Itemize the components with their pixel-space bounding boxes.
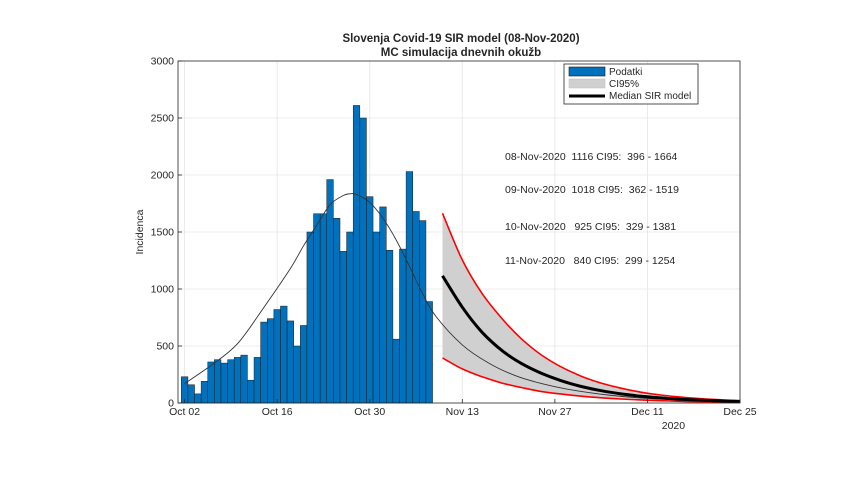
y-tick-label: 1000 — [151, 284, 175, 296]
forecast-annotation: 11-Nov-2020 840 CI95: 299 - 1254 — [505, 255, 675, 267]
y-tick-label: 1500 — [151, 227, 175, 239]
x-year-label: 2020 — [662, 420, 686, 432]
data-bar — [412, 211, 420, 404]
data-bar — [286, 320, 294, 404]
data-bar — [267, 318, 275, 404]
data-bar — [346, 231, 354, 404]
data-bar — [194, 393, 202, 404]
forecast-annotation: 10-Nov-2020 925 CI95: 329 - 1381 — [505, 221, 676, 233]
data-bar — [405, 171, 413, 404]
data-bar — [207, 361, 215, 404]
legend-label-median: Median SIR model — [609, 91, 691, 102]
model-lines — [184, 193, 741, 404]
x-tick-label: Oct 30 — [354, 406, 385, 418]
legend-ci-swatch — [568, 78, 606, 89]
forecast-annotation: 08-Nov-2020 1116 CI95: 396 - 1664 — [505, 151, 678, 163]
data-bar — [280, 305, 288, 404]
data-bar — [319, 213, 328, 404]
x-tick-label: Oct 02 — [169, 406, 200, 418]
legend-label-ci: CI95% — [609, 79, 639, 90]
data-bar — [392, 338, 400, 404]
data-bar — [233, 357, 242, 404]
chart-subtitle: MC simulacija dnevnih okužb — [381, 47, 541, 59]
data-bar — [372, 231, 380, 404]
data-bar — [253, 357, 261, 404]
data-bar — [386, 249, 394, 404]
data-bar — [359, 117, 367, 404]
forecast-annotation: 09-Nov-2020 1018 CI95: 362 - 1519 — [505, 184, 679, 196]
y-tick-label: 500 — [156, 341, 174, 353]
x-tick-label: Dec 25 — [723, 406, 756, 418]
y-axis-label: Incidenca — [134, 209, 146, 254]
x-tick-label: Nov 13 — [446, 406, 479, 418]
y-tick-label: 3000 — [151, 56, 175, 68]
data-bar — [399, 248, 407, 404]
data-bar — [300, 325, 308, 404]
data-bar — [227, 359, 235, 404]
x-tick-label: Dec 11 — [631, 406, 664, 418]
data-bar — [220, 362, 228, 404]
data-bar — [260, 321, 268, 404]
data-bar — [379, 206, 387, 404]
y-tick-label: 0 — [168, 398, 174, 410]
sir-fit-line — [184, 193, 727, 402]
data-bar — [419, 220, 427, 404]
data-bar — [187, 384, 195, 404]
y-tick-label: 2000 — [151, 170, 175, 182]
data-bar — [333, 218, 341, 404]
data-bar — [247, 379, 255, 404]
data-bar — [293, 345, 301, 404]
data-bar — [273, 309, 281, 404]
legend-label-data: Podatki — [609, 67, 642, 78]
data-bar — [352, 105, 361, 404]
chart-title: Slovenja Covid-19 SIR model (08-Nov-2020… — [342, 33, 579, 45]
data-bar — [313, 213, 321, 404]
ci95-area — [442, 213, 740, 403]
data-bar — [240, 354, 248, 404]
ci95-lower-line — [442, 357, 741, 404]
data-bar — [326, 179, 334, 404]
median-sir-line — [441, 274, 741, 403]
x-tick-label: Nov 27 — [538, 406, 571, 418]
data-bar — [214, 359, 222, 404]
ci95-upper-line — [441, 212, 741, 402]
data-bar — [339, 251, 347, 404]
data-bars — [181, 105, 433, 404]
data-bar — [425, 301, 433, 404]
annotations: 08-Nov-2020 1116 CI95: 396 - 1664 09-Nov-… — [505, 151, 679, 267]
axes: 0 500 1000 1500 2000 2500 3000 Oct 02 Oct 16 Oct … — [151, 56, 757, 433]
data-bar — [306, 231, 314, 404]
ci95-band — [442, 213, 740, 403]
legend-bar-swatch — [568, 66, 606, 77]
y-tick-label: 2500 — [151, 113, 175, 125]
data-bar — [200, 381, 208, 404]
x-tick-label: Oct 16 — [262, 406, 293, 418]
legend: Podatki CI95% Median SIR model — [563, 63, 699, 105]
data-bar — [366, 196, 374, 404]
